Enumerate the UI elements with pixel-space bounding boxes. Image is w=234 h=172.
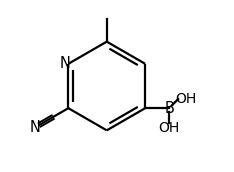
Text: N: N (30, 120, 40, 135)
Text: OH: OH (175, 92, 196, 106)
Text: B: B (164, 101, 174, 116)
Text: N: N (59, 56, 70, 71)
Text: OH: OH (158, 121, 180, 135)
